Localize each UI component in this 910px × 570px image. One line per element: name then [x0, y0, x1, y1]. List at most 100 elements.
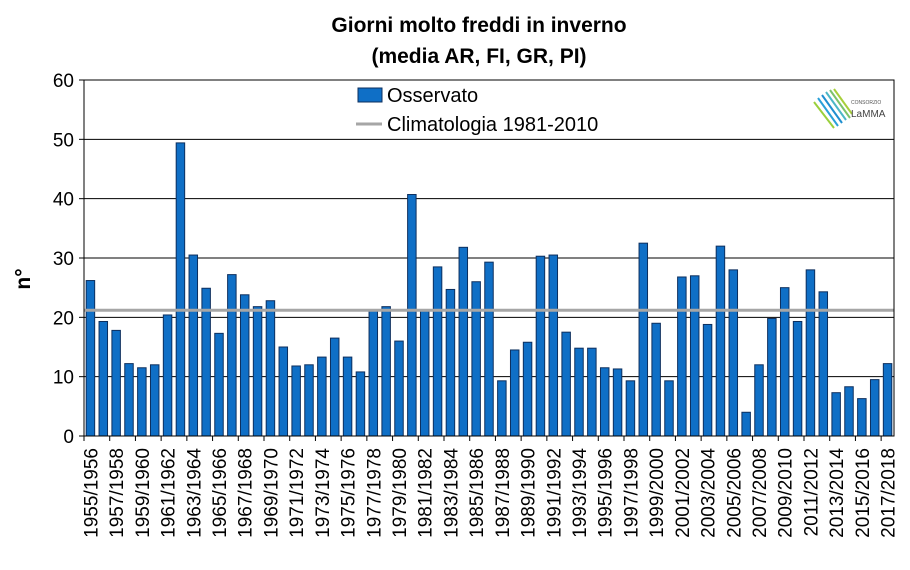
x-tick-label: 1991/1992: [544, 448, 565, 538]
y-tick-label: 60: [53, 71, 74, 92]
x-tick-label: 2013/2014: [827, 448, 848, 538]
x-tick-label: 1969/1970: [261, 448, 282, 538]
bar: [651, 322, 661, 437]
bar: [818, 291, 829, 437]
bar: [162, 314, 173, 437]
y-tick-label: 30: [53, 249, 74, 270]
y-axis-label: n°: [12, 268, 35, 289]
bar: [869, 379, 880, 437]
bar: [291, 365, 301, 437]
bar: [587, 347, 597, 437]
bar: [638, 242, 649, 437]
bar: [702, 323, 713, 437]
bar: [741, 411, 751, 437]
x-tick-label: 1983/1984: [441, 448, 462, 538]
x-tick-label: 2005/2006: [724, 448, 745, 538]
bar: [689, 275, 700, 437]
bar: [355, 371, 366, 437]
x-tick-label: 2009/2010: [776, 448, 797, 538]
bar: [137, 367, 147, 437]
y-tick-label: 50: [53, 130, 74, 151]
x-tick-label: 1989/1990: [519, 448, 540, 538]
bar: [265, 300, 276, 437]
bar: [188, 254, 199, 437]
bar: [458, 246, 469, 437]
bar: [728, 269, 739, 437]
bar: [522, 341, 533, 437]
bar: [124, 363, 134, 437]
bar: [227, 274, 237, 437]
bar: [175, 142, 186, 437]
lamma-logo-text: LaMMA: [851, 109, 886, 120]
y-tick-label: 10: [53, 368, 74, 389]
bar: [484, 261, 494, 437]
bar: [368, 309, 379, 437]
bar: [767, 318, 777, 437]
x-tick-label: 1967/1968: [236, 448, 257, 538]
x-tick-label: 1979/1980: [390, 448, 411, 538]
bar: [625, 380, 636, 437]
x-tick-label: 1955/1956: [81, 448, 102, 538]
bar: [432, 266, 443, 437]
x-tick-label: 1973/1974: [313, 448, 334, 538]
bar: [252, 306, 263, 437]
x-tick-label: 1971/1972: [287, 448, 308, 538]
x-tick-label: 2001/2002: [673, 448, 694, 538]
bar: [715, 245, 726, 437]
lamma-logo-icon: [813, 88, 853, 129]
x-tick-label: 1961/1962: [159, 448, 180, 538]
bar: [612, 368, 623, 437]
bar: [471, 281, 481, 437]
bar: [509, 349, 520, 437]
x-tick-label: 2017/2018: [879, 448, 900, 538]
bar: [239, 294, 250, 437]
legend-label-observed: Osservato: [387, 85, 478, 107]
bar: [329, 337, 340, 437]
legend: Osservato Climatologia 1981-2010: [356, 85, 598, 136]
bar: [548, 254, 559, 437]
bar: [497, 380, 507, 437]
x-tick-label: 1997/1998: [621, 448, 642, 538]
bar: [407, 194, 417, 437]
bar: [394, 340, 404, 437]
x-tick-label: 1963/1964: [184, 448, 205, 538]
bar: [278, 346, 289, 437]
x-tick-label: 1977/1978: [364, 448, 385, 538]
y-tick-label: 0: [63, 427, 74, 448]
legend-label-climatology: Climatologia 1981-2010: [387, 114, 598, 136]
x-axis: 1955/1956 1957/1958 1959/1960 1961/1962 1963…: [81, 436, 900, 538]
chart-title-line-2: (media AR, FI, GR, PI): [371, 45, 586, 68]
bar: [754, 364, 764, 437]
x-tick-label: 1957/1958: [107, 448, 128, 538]
bar: [381, 306, 391, 437]
x-tick-label: 2015/2016: [853, 448, 874, 538]
bars: [85, 142, 893, 437]
bar: [882, 363, 893, 437]
y-tick-label: 40: [53, 190, 74, 211]
bar: [85, 280, 96, 437]
bar: [561, 331, 571, 437]
x-tick-label: 1987/1988: [493, 448, 514, 538]
x-tick-label: 1965/1966: [210, 448, 231, 538]
bar: [677, 276, 687, 437]
bar: [111, 329, 121, 437]
y-axis: 0 10 20 30 40 50 60: [53, 71, 84, 448]
x-tick-label: 2003/2004: [699, 448, 720, 538]
x-tick-label: 1999/2000: [647, 448, 668, 538]
bar: [535, 255, 546, 437]
bar: [214, 332, 224, 437]
legend-swatch-observed: [357, 87, 383, 103]
x-tick-label: 2011/2012: [801, 448, 822, 536]
bar: [317, 356, 327, 437]
bar: [792, 320, 803, 437]
bar: [574, 347, 584, 437]
bar: [844, 386, 854, 437]
bar: [857, 398, 867, 437]
x-tick-label: 2007/2008: [750, 448, 771, 538]
x-tick-label: 1985/1986: [467, 448, 488, 538]
chart-title: Giorni molto freddi in inverno (media AR…: [331, 14, 626, 68]
x-tick-label: 1981/1982: [416, 448, 437, 538]
bar: [342, 356, 353, 437]
x-tick-label: 1993/1994: [570, 448, 591, 538]
